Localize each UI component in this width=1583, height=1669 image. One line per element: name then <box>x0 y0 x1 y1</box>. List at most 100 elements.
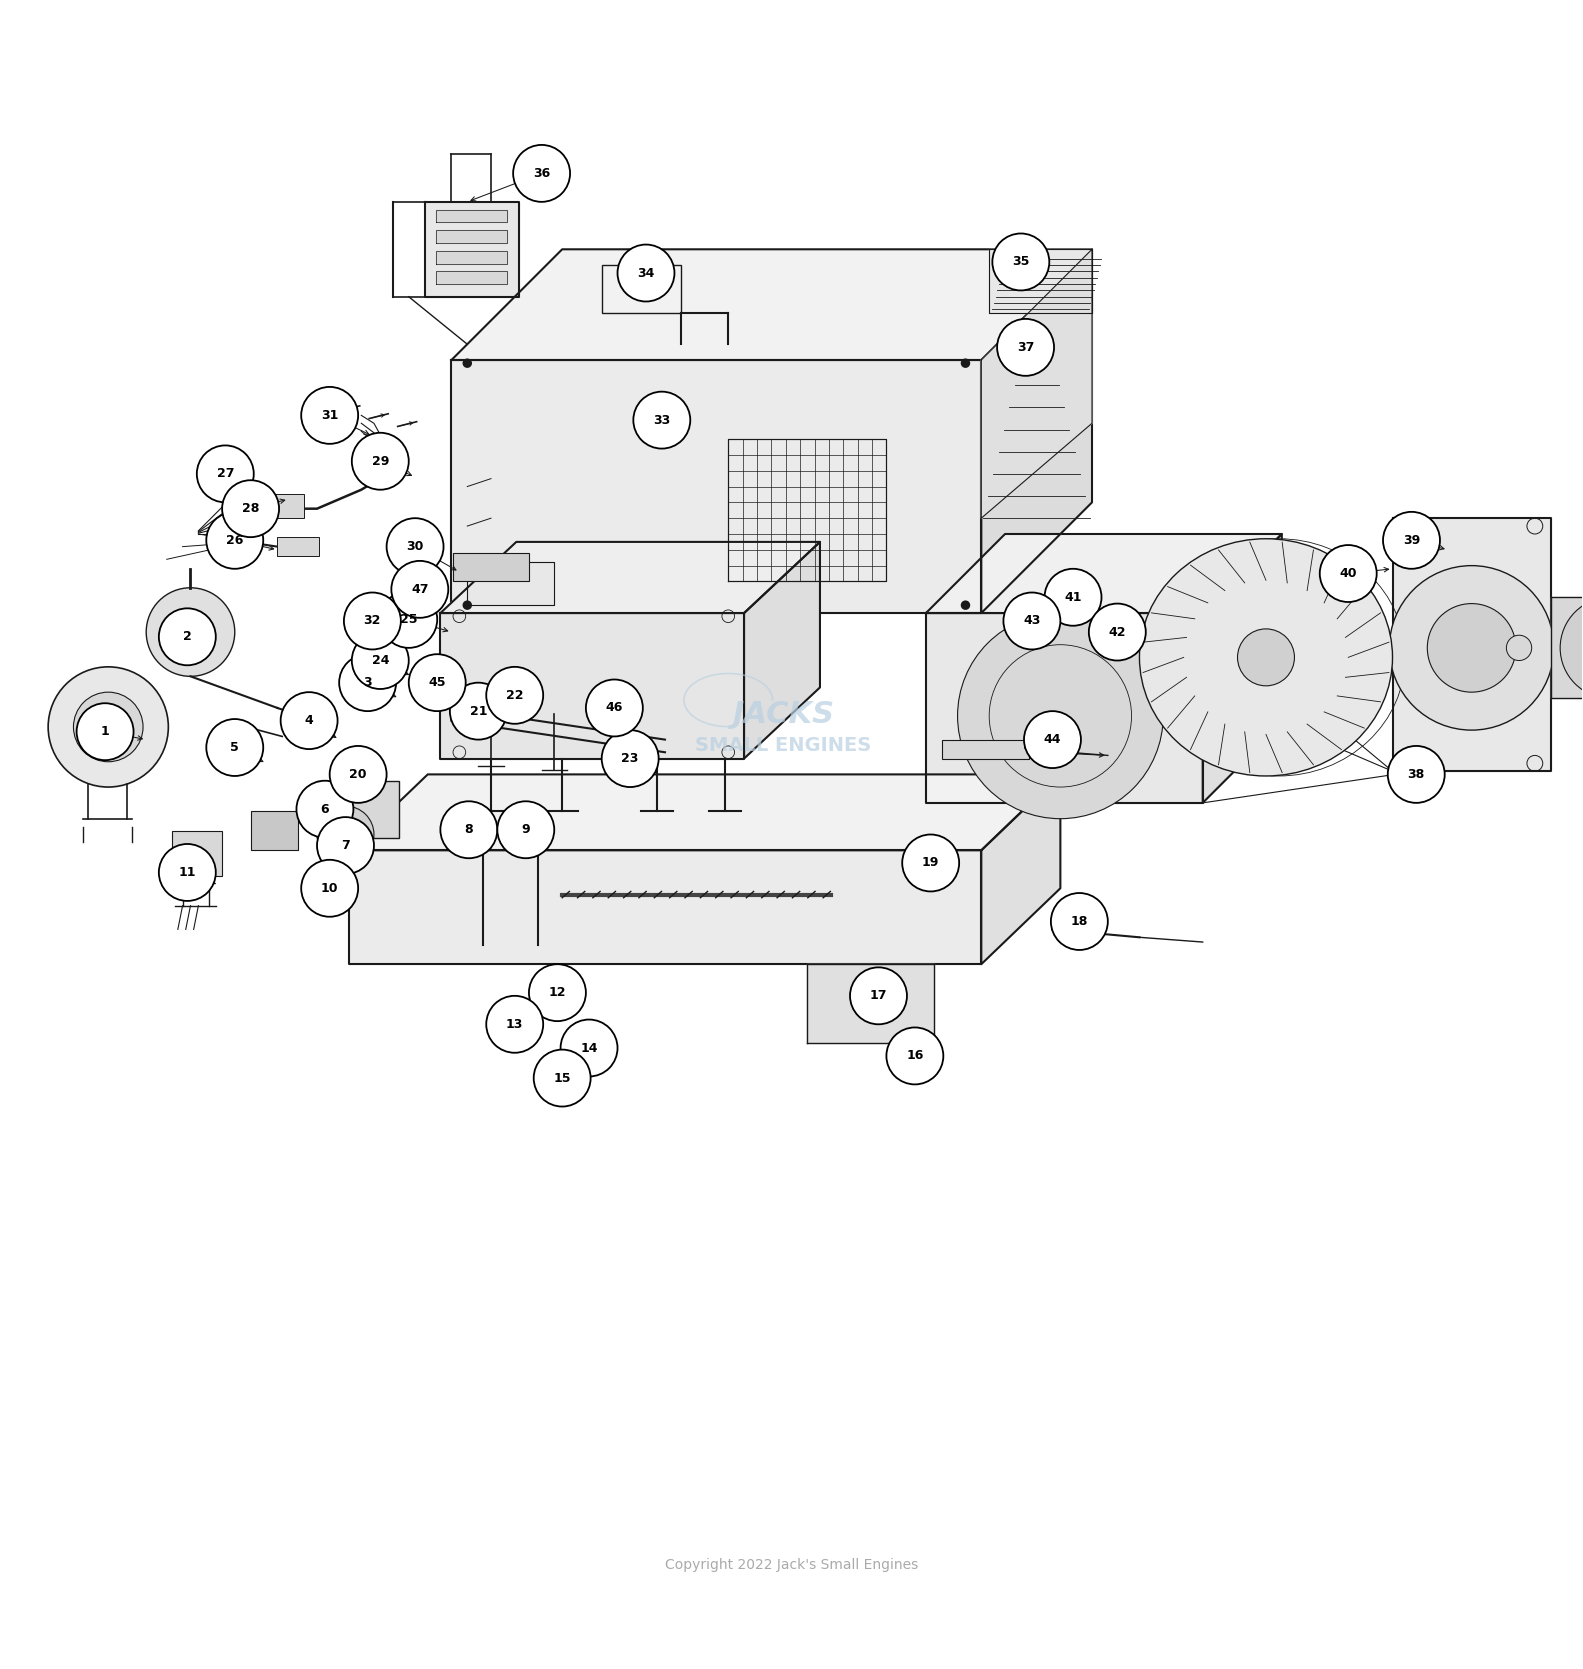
Circle shape <box>301 860 358 916</box>
Polygon shape <box>926 613 1203 803</box>
Text: 34: 34 <box>638 267 655 279</box>
Circle shape <box>850 968 907 1025</box>
Polygon shape <box>348 850 981 965</box>
Circle shape <box>206 719 263 776</box>
Text: 29: 29 <box>372 454 389 467</box>
Circle shape <box>440 801 497 858</box>
Circle shape <box>76 703 133 759</box>
Polygon shape <box>1393 517 1551 771</box>
Ellipse shape <box>1140 539 1393 776</box>
Bar <box>277 537 318 556</box>
Circle shape <box>1089 604 1146 661</box>
Circle shape <box>886 1028 943 1085</box>
Circle shape <box>958 613 1164 819</box>
Polygon shape <box>424 202 519 297</box>
Text: 37: 37 <box>1016 340 1034 354</box>
Text: 18: 18 <box>1070 915 1088 928</box>
Text: 43: 43 <box>1023 614 1040 628</box>
Circle shape <box>633 392 690 449</box>
Polygon shape <box>744 542 820 759</box>
Text: 13: 13 <box>507 1018 524 1031</box>
Text: 8: 8 <box>464 823 473 836</box>
Polygon shape <box>451 249 1092 361</box>
Text: SMALL ENGINES: SMALL ENGINES <box>695 736 872 756</box>
Circle shape <box>486 668 543 724</box>
Text: 17: 17 <box>869 990 886 1003</box>
Circle shape <box>317 806 374 863</box>
Polygon shape <box>1203 534 1282 803</box>
Text: 2: 2 <box>184 631 192 643</box>
Polygon shape <box>435 210 507 222</box>
Circle shape <box>1561 598 1583 699</box>
Text: 36: 36 <box>533 167 551 180</box>
Circle shape <box>1388 746 1445 803</box>
Circle shape <box>222 481 279 537</box>
Text: 32: 32 <box>364 614 382 628</box>
Circle shape <box>462 359 472 367</box>
Circle shape <box>1507 636 1532 661</box>
Text: 5: 5 <box>231 741 239 754</box>
Text: 33: 33 <box>654 414 671 427</box>
Bar <box>269 494 304 517</box>
Circle shape <box>317 818 374 875</box>
Circle shape <box>462 601 472 609</box>
Circle shape <box>1004 592 1061 649</box>
Bar <box>250 811 298 850</box>
Polygon shape <box>981 774 1061 965</box>
Circle shape <box>450 683 507 739</box>
Circle shape <box>961 601 970 609</box>
Circle shape <box>206 512 263 569</box>
Polygon shape <box>451 361 981 613</box>
Polygon shape <box>467 562 554 606</box>
Circle shape <box>329 746 386 803</box>
Text: 47: 47 <box>412 582 429 596</box>
Text: 38: 38 <box>1407 768 1425 781</box>
Circle shape <box>296 781 353 838</box>
Polygon shape <box>981 249 1092 613</box>
Text: 40: 40 <box>1339 567 1357 581</box>
Text: 42: 42 <box>1108 626 1126 639</box>
Circle shape <box>47 668 168 788</box>
Circle shape <box>486 996 543 1053</box>
Polygon shape <box>981 249 1092 517</box>
Text: Copyright 2022 Jack's Small Engines: Copyright 2022 Jack's Small Engines <box>665 1559 918 1572</box>
Circle shape <box>1390 566 1555 729</box>
Text: 22: 22 <box>507 689 524 703</box>
Text: 23: 23 <box>622 753 640 764</box>
Text: 3: 3 <box>364 676 372 689</box>
Bar <box>602 265 681 312</box>
Circle shape <box>1045 569 1102 626</box>
Text: 35: 35 <box>1012 255 1029 269</box>
Polygon shape <box>926 534 1282 613</box>
Circle shape <box>301 387 358 444</box>
Text: 6: 6 <box>321 803 329 816</box>
Circle shape <box>529 965 586 1021</box>
Circle shape <box>497 801 554 858</box>
Circle shape <box>961 359 970 367</box>
Circle shape <box>146 587 234 676</box>
Bar <box>453 552 529 581</box>
Polygon shape <box>440 542 820 613</box>
Circle shape <box>533 1050 590 1107</box>
Circle shape <box>617 245 674 302</box>
Polygon shape <box>435 272 507 284</box>
Bar <box>171 831 222 876</box>
Polygon shape <box>435 230 507 244</box>
Circle shape <box>997 319 1054 376</box>
Text: 28: 28 <box>242 502 260 516</box>
Polygon shape <box>807 965 934 1043</box>
Text: 4: 4 <box>306 714 313 728</box>
Polygon shape <box>1551 598 1583 699</box>
Circle shape <box>602 729 659 788</box>
Circle shape <box>391 561 448 618</box>
Text: 14: 14 <box>581 1041 598 1055</box>
Polygon shape <box>348 774 1061 850</box>
Circle shape <box>344 592 400 649</box>
Circle shape <box>513 145 570 202</box>
Text: 1: 1 <box>101 726 109 738</box>
Circle shape <box>1024 711 1081 768</box>
Circle shape <box>386 517 443 576</box>
Circle shape <box>993 234 1050 290</box>
Text: 21: 21 <box>470 704 488 718</box>
Circle shape <box>73 693 142 761</box>
